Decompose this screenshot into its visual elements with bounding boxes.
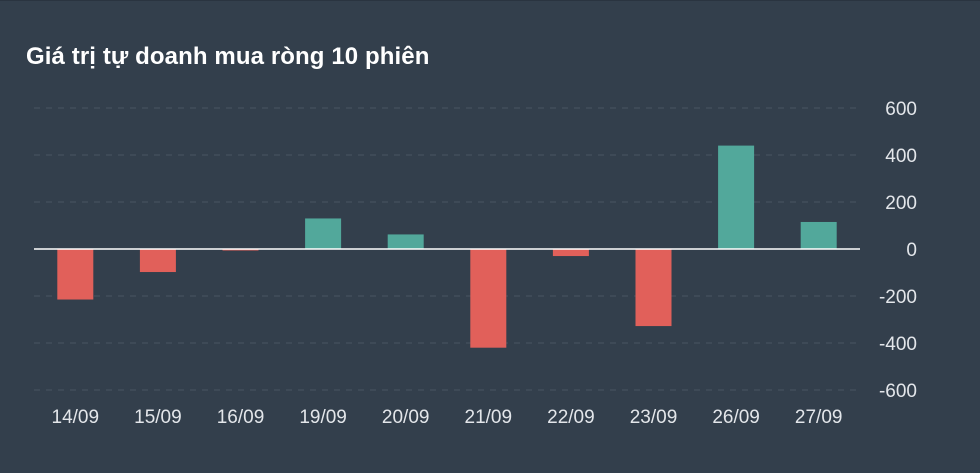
bar-22-09	[552, 249, 589, 257]
bar-20-09	[387, 234, 424, 249]
grid-lines	[34, 107, 860, 391]
y-tick-label: -400	[879, 334, 917, 355]
x-tick-label: 23/09	[630, 407, 678, 428]
bar-15-09	[139, 249, 176, 273]
x-tick-label: 16/09	[217, 407, 265, 428]
y-tick-label: 600	[885, 99, 917, 120]
x-tick-label: 27/09	[795, 407, 843, 428]
bars	[57, 145, 837, 348]
x-tick-label: 21/09	[465, 407, 513, 428]
x-axis-ticks: 14/09 15/09 16/09 19/09 20/09 21/09 22/09 23/09…	[52, 407, 843, 428]
x-tick-label: 26/09	[712, 407, 760, 428]
bar-26-09	[718, 145, 755, 249]
bar-27-09	[800, 221, 837, 249]
bar-21-09	[470, 249, 507, 348]
bar-23-09	[635, 249, 672, 327]
x-tick-label: 14/09	[52, 407, 100, 428]
y-tick-label: 0	[906, 240, 917, 261]
y-tick-label: 200	[885, 193, 917, 214]
bar-14-09	[57, 249, 94, 300]
y-tick-label: -200	[879, 287, 917, 308]
x-tick-label: 20/09	[382, 407, 430, 428]
x-tick-label: 22/09	[547, 407, 595, 428]
bar-19-09	[305, 218, 342, 249]
x-tick-label: 15/09	[134, 407, 182, 428]
x-tick-label: 19/09	[299, 407, 347, 428]
y-tick-label: -600	[879, 381, 917, 402]
y-tick-label: 400	[885, 146, 917, 167]
y-axis-ticks: 600 400 200 0 -200 -400 -600	[879, 99, 917, 402]
chart-title: Giá trị tự doanh mua ròng 10 phiên	[26, 43, 430, 70]
